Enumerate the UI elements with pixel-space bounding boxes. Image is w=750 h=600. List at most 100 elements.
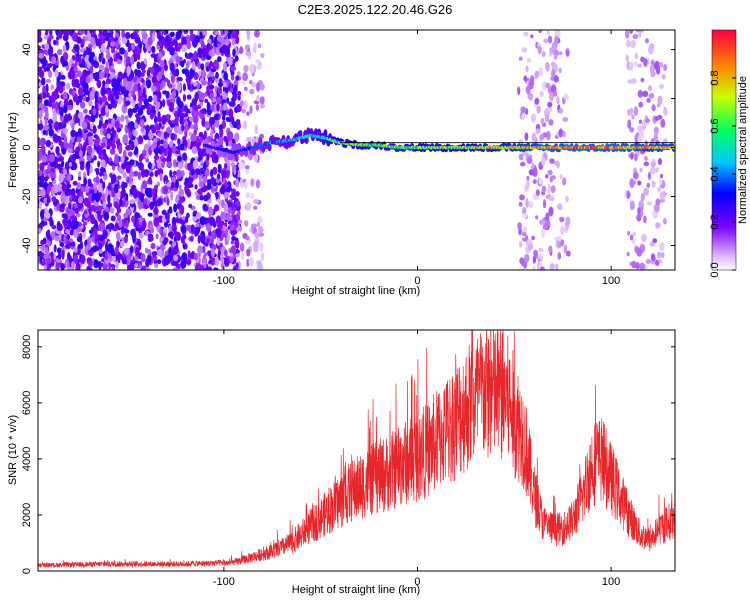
- noise-cell: [45, 212, 51, 219]
- noise-cell: [134, 103, 139, 111]
- noise-cell: [562, 130, 566, 138]
- noise-cell: [132, 76, 137, 83]
- noise-cell: [628, 61, 634, 72]
- noise-cell: [132, 190, 138, 199]
- noise-cell: [116, 59, 122, 65]
- spectrogram-x-ticks: -100 0 100: [213, 30, 620, 287]
- noise-cell: [47, 229, 51, 238]
- noise-cell: [111, 143, 116, 150]
- noise-cell: [169, 47, 175, 56]
- noise-cell: [149, 112, 154, 120]
- noise-cell: [169, 169, 173, 178]
- noise-cell: [125, 100, 131, 106]
- y-tick-label: -20: [21, 189, 33, 205]
- noise-cell: [231, 116, 235, 125]
- noise-cell: [88, 109, 93, 115]
- noise-cell: [134, 46, 141, 56]
- noise-cell: [100, 159, 106, 167]
- noise-cell: [92, 107, 97, 116]
- noise-cell: [63, 135, 68, 145]
- noise-cell: [185, 60, 190, 69]
- noise-cell: [162, 227, 168, 234]
- noise-cell: [655, 222, 661, 229]
- noise-cell: [133, 170, 139, 177]
- noise-cell: [626, 190, 631, 199]
- noise-cell: [99, 98, 103, 105]
- noise-cell: [204, 98, 208, 103]
- noise-cell: [101, 123, 108, 129]
- noise-cell: [207, 206, 214, 216]
- noise-cell: [534, 97, 540, 105]
- noise-cell: [656, 66, 661, 75]
- noise-cell: [54, 69, 59, 78]
- noise-cell: [109, 172, 113, 178]
- noise-cell: [57, 252, 62, 260]
- noise-cell: [132, 130, 138, 137]
- noise-cell: [98, 64, 105, 71]
- noise-cell: [169, 140, 174, 148]
- noise-cell: [120, 114, 125, 122]
- noise-cell: [187, 138, 191, 149]
- noise-cell: [157, 31, 162, 40]
- noise-cell: [110, 72, 116, 77]
- noise-cell: [165, 34, 171, 44]
- noise-cell: [45, 30, 49, 35]
- noise-cell: [73, 44, 80, 53]
- noise-cell: [122, 149, 127, 159]
- noise-cell: [89, 164, 93, 174]
- noise-cell: [73, 230, 79, 238]
- noise-cell: [111, 265, 115, 270]
- noise-cell: [45, 78, 51, 84]
- noise-cell: [193, 50, 198, 60]
- noise-cell: [39, 138, 44, 148]
- noise-cell: [627, 119, 632, 129]
- noise-cell: [50, 251, 54, 260]
- noise-cell: [87, 178, 92, 187]
- noise-cell: [41, 155, 48, 163]
- noise-cell: [131, 42, 136, 50]
- noise-cell: [90, 226, 95, 232]
- noise-cell: [102, 201, 107, 209]
- noise-cell: [235, 214, 240, 222]
- noise-cell: [125, 220, 129, 228]
- noise-cell: [550, 185, 556, 194]
- signal-halo: [267, 143, 272, 152]
- noise-cell: [547, 169, 553, 176]
- noise-cell: [135, 246, 140, 257]
- noise-cell: [143, 135, 149, 141]
- noise-cell: [84, 55, 91, 64]
- noise-cell: [212, 166, 218, 175]
- noise-cell: [643, 187, 649, 196]
- noise-cell: [239, 226, 242, 232]
- noise-cell: [97, 260, 102, 270]
- noise-cell: [661, 252, 665, 259]
- noise-cell: [249, 88, 255, 95]
- noise-cell: [128, 132, 133, 139]
- noise-cell: [75, 227, 82, 233]
- noise-cell: [98, 243, 103, 250]
- noise-cell: [230, 100, 236, 108]
- noise-cell: [67, 147, 73, 154]
- noise-cell: [653, 64, 659, 69]
- noise-cell: [229, 194, 235, 199]
- noise-cell: [637, 125, 643, 132]
- noise-cell: [232, 164, 237, 172]
- noise-cell: [207, 182, 212, 190]
- noise-cell: [124, 32, 131, 39]
- noise-cell: [79, 163, 85, 171]
- noise-cell: [41, 245, 46, 251]
- noise-cell: [653, 133, 658, 142]
- noise-cell: [257, 226, 264, 233]
- noise-cell: [72, 32, 78, 42]
- noise-cell: [105, 188, 109, 197]
- noise-cell: [194, 263, 201, 270]
- noise-cell: [134, 262, 139, 268]
- signal-halo: [208, 147, 213, 156]
- noise-cell: [232, 265, 238, 270]
- noise-cell: [204, 242, 209, 247]
- noise-cell: [535, 215, 539, 220]
- noise-cell: [235, 75, 240, 81]
- noise-cell: [227, 131, 234, 141]
- noise-cell: [93, 60, 98, 67]
